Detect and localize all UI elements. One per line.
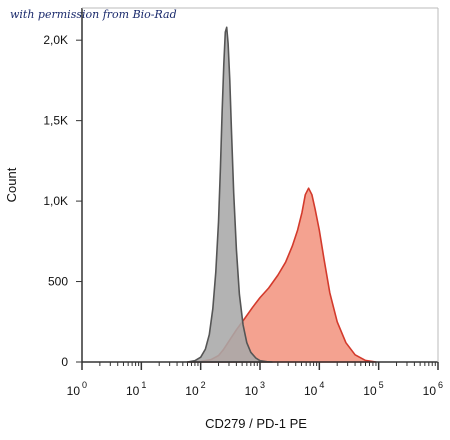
y-tick-label-4: 2,0K bbox=[43, 33, 68, 47]
y-tick-label-0: 0 bbox=[61, 355, 68, 369]
x-tick-label-exp-1: 1 bbox=[141, 380, 146, 390]
x-tick-label-exp-6: 6 bbox=[438, 380, 443, 390]
x-axis-title: CD279 / PD-1 PE bbox=[205, 416, 307, 431]
x-tick-label-exp-3: 3 bbox=[260, 380, 265, 390]
x-tick-label-base-0: 10 bbox=[67, 384, 81, 398]
histogram-series-2 bbox=[186, 26, 273, 363]
x-tick-label-exp-2: 2 bbox=[201, 380, 206, 390]
x-tick-label-base-3: 10 bbox=[245, 384, 259, 398]
y-axis-title: Count bbox=[4, 167, 19, 202]
x-tick-label-base-1: 10 bbox=[126, 384, 140, 398]
x-tick-label-base-6: 10 bbox=[423, 384, 437, 398]
histogram-series bbox=[186, 26, 377, 363]
y-tick-label-3: 1,5K bbox=[43, 114, 68, 128]
x-tick-label-base-4: 10 bbox=[304, 384, 318, 398]
x-tick-label-exp-5: 5 bbox=[379, 380, 384, 390]
x-tick-label-exp-0: 0 bbox=[82, 380, 87, 390]
x-tick-label-exp-4: 4 bbox=[319, 380, 324, 390]
y-tick-label-1: 500 bbox=[48, 275, 68, 289]
x-tick-label-base-5: 10 bbox=[363, 384, 377, 398]
permission-watermark: with permission from Bio-Rad bbox=[10, 8, 177, 21]
y-tick-label-2: 1,0K bbox=[43, 194, 68, 208]
x-tick-label-base-2: 10 bbox=[185, 384, 199, 398]
